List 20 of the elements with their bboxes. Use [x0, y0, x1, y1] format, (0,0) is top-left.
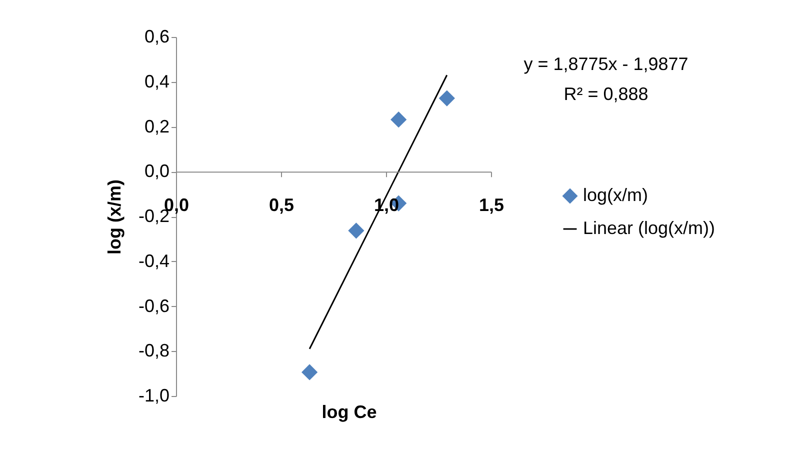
text: R² = 0,888 — [564, 84, 648, 104]
legend-label: Linear (log(x/m)) — [583, 218, 716, 238]
y-tick-label: -0,8 — [138, 340, 170, 361]
x-tick-label: 0,5 — [268, 195, 294, 216]
text: y = 1,8775x - 1,9877 — [524, 54, 688, 74]
y-tick-label: -0,6 — [138, 296, 170, 316]
point — [348, 222, 364, 239]
y-tick-label: -1,0 — [138, 386, 170, 406]
y-tick-label: 0,0 — [144, 161, 170, 182]
y-tick-label: -0,4 — [138, 250, 170, 271]
point — [390, 112, 407, 128]
legend-label: log(x/m) — [583, 185, 648, 205]
x-axis-title: log Ce — [322, 402, 377, 422]
y-axis-title: log (x/m) — [104, 179, 124, 254]
point — [302, 364, 318, 380]
y-tick-label: 0,6 — [144, 26, 170, 46]
point — [438, 90, 455, 106]
x-tick-label: 1,5 — [478, 195, 504, 216]
y-tick-label: 0,2 — [144, 116, 170, 136]
y-tick-label: 0,4 — [144, 71, 170, 92]
